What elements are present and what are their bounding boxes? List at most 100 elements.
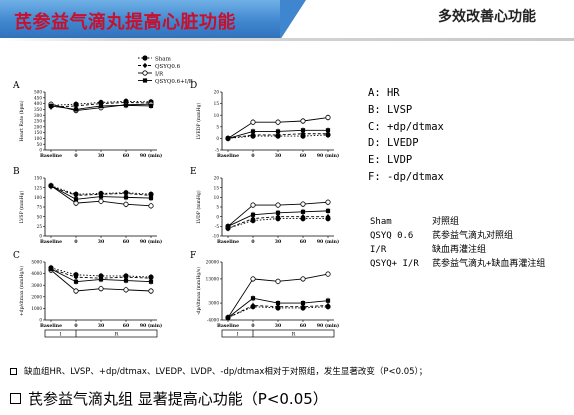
y-axis-label: LVEDP (mmHg) <box>195 102 202 139</box>
note-significance: 缺血组HR、LVSP、+dp/dtmax、LVEDP、LVDP、-dp/dtma… <box>10 365 427 377</box>
x-tick-label: 30 <box>98 323 104 329</box>
abbr-item: C: +dp/dtmax <box>368 120 444 133</box>
x-tick-label: Baseline <box>40 323 62 329</box>
data-point <box>250 212 256 217</box>
data-point <box>148 203 154 209</box>
data-point <box>275 202 281 208</box>
group-desc: 芪参益气滴丸+缺血再灌注组 <box>432 259 546 269</box>
legend-label: Sham <box>155 56 172 62</box>
data-point <box>325 298 331 303</box>
series-line <box>50 185 152 195</box>
hemodynamics-figure: Sham QSYQ0.6 I/R QSYQ0.6+I/R A 0 50 100 150 200 25… <box>0 50 345 350</box>
data-point <box>48 266 54 272</box>
phase-bar-frame <box>221 329 335 338</box>
data-point <box>275 214 281 220</box>
data-point <box>300 118 306 124</box>
phase-label-reperfusion: R <box>115 332 119 338</box>
x-tick-label: Baseline <box>40 239 62 245</box>
x-tick-label: 60 <box>123 239 129 245</box>
y-tick-label: 10 <box>214 113 220 118</box>
data-point <box>142 62 148 69</box>
y-tick-label: 10 <box>214 195 220 200</box>
y-tick-label: 0 <box>216 214 219 219</box>
y-tick-label: 2000 <box>31 294 42 299</box>
note-significance-text: 缺血组HR、LVSP、+dp/dtmax、LVEDP、LVDP、-dp/dtma… <box>24 367 428 377</box>
x-tick-label: 90 (min) <box>317 152 339 159</box>
group-code: I/R <box>370 245 387 255</box>
data-point <box>98 286 104 292</box>
data-point <box>73 197 79 202</box>
y-tick-label: 125 <box>34 185 42 190</box>
x-tick-label: 90 (min) <box>140 238 162 245</box>
group-row: QSYQ+ I/R 芪参益气滴丸+缺血再灌注组 <box>370 257 545 271</box>
y-tick-label: 5 <box>216 205 219 210</box>
y-tick-label: 50 <box>37 142 43 147</box>
figure-svg: ShamQSYQ0.6I/RQSYQ0.6+I/RA05010015020025… <box>12 55 339 338</box>
data-point <box>123 190 129 197</box>
y-tick-label: -10 <box>212 234 219 239</box>
panel-abbreviation-list: A: HR B: LVSP C: +dp/dtmax D: LVEDP E: L… <box>368 85 444 186</box>
y-tick-label: 3000 <box>31 283 42 288</box>
data-point <box>48 183 54 188</box>
x-tick-label: 30 <box>275 323 281 329</box>
header-divider <box>0 38 574 41</box>
y-tick-label: 15 <box>214 185 220 190</box>
data-point <box>73 192 79 198</box>
data-point <box>142 55 148 61</box>
y-tick-label: 4000 <box>31 271 42 276</box>
y-tick-label: -4000 <box>207 318 219 323</box>
data-point <box>325 271 331 277</box>
data-point <box>73 103 79 109</box>
chart-panel-d: D -5 0 5 10 15 20 LVEDP (mmHg) Baseline 0 30 60 90 (… <box>190 81 339 159</box>
y-tick-label: 20 <box>214 176 220 181</box>
y-tick-label: 200 <box>34 124 42 129</box>
group-row: I/R 缺血再灌注组 <box>370 243 545 257</box>
legend-label: QSYQ0.6 <box>155 64 181 70</box>
x-tick-label: 0 <box>74 153 77 159</box>
data-point <box>300 300 306 306</box>
x-tick-label: Baseline <box>217 153 239 159</box>
x-tick-label: 90 (min) <box>140 322 162 329</box>
data-point <box>142 70 148 76</box>
y-tick-label: -5 <box>215 224 219 229</box>
title-band-tail <box>280 0 306 40</box>
panel-letter: C <box>13 251 20 261</box>
data-point <box>123 287 129 293</box>
x-tick-label: 0 <box>251 239 254 245</box>
abbr-item: B: LVSP <box>368 103 413 116</box>
abbr-item: E: LVDP <box>368 154 413 167</box>
x-tick-label: Baseline <box>217 239 239 245</box>
legend-label: QSYQ0.6+I/R <box>155 79 194 85</box>
data-point <box>300 214 306 220</box>
data-point <box>300 209 306 214</box>
phase-label-ischemia: I <box>60 332 62 338</box>
y-axis-label: -dp/dtmax (mmHg/s) <box>195 267 202 315</box>
group-desc: 缺血再灌注组 <box>432 245 487 255</box>
y-tick-label: 3000 <box>208 301 219 306</box>
x-tick-label: 30 <box>275 239 281 245</box>
x-tick-label: 0 <box>74 323 77 329</box>
y-tick-label: 150 <box>34 176 42 181</box>
y-tick-label: 500 <box>34 90 42 95</box>
data-point <box>250 129 256 134</box>
panel-letter: F <box>190 251 196 261</box>
data-point <box>48 103 54 109</box>
x-tick-label: 90 (min) <box>317 238 339 245</box>
data-point <box>250 216 256 222</box>
data-point <box>325 214 331 220</box>
data-point <box>98 198 104 204</box>
y-tick-label: 20000 <box>206 260 220 265</box>
legend-label: I/R <box>155 71 164 77</box>
x-tick-label: 30 <box>275 153 281 159</box>
slide-subtitle: 多效改善心功能 <box>438 9 536 25</box>
data-point <box>225 224 231 229</box>
phase-label-ischemia: I <box>237 332 239 338</box>
chart-panel-c: C 0 1000 2000 3000 4000 5000 +dp/dtmax (mmHg/s)… <box>13 251 162 329</box>
data-point <box>300 201 306 207</box>
group-code: QSYQ+ I/R <box>370 259 419 269</box>
group-row: QSYQ 0.6 芪参益气滴丸对照组 <box>370 229 545 243</box>
data-point <box>275 278 281 284</box>
x-tick-label: 0 <box>74 239 77 245</box>
y-tick-label: 5000 <box>31 260 42 265</box>
